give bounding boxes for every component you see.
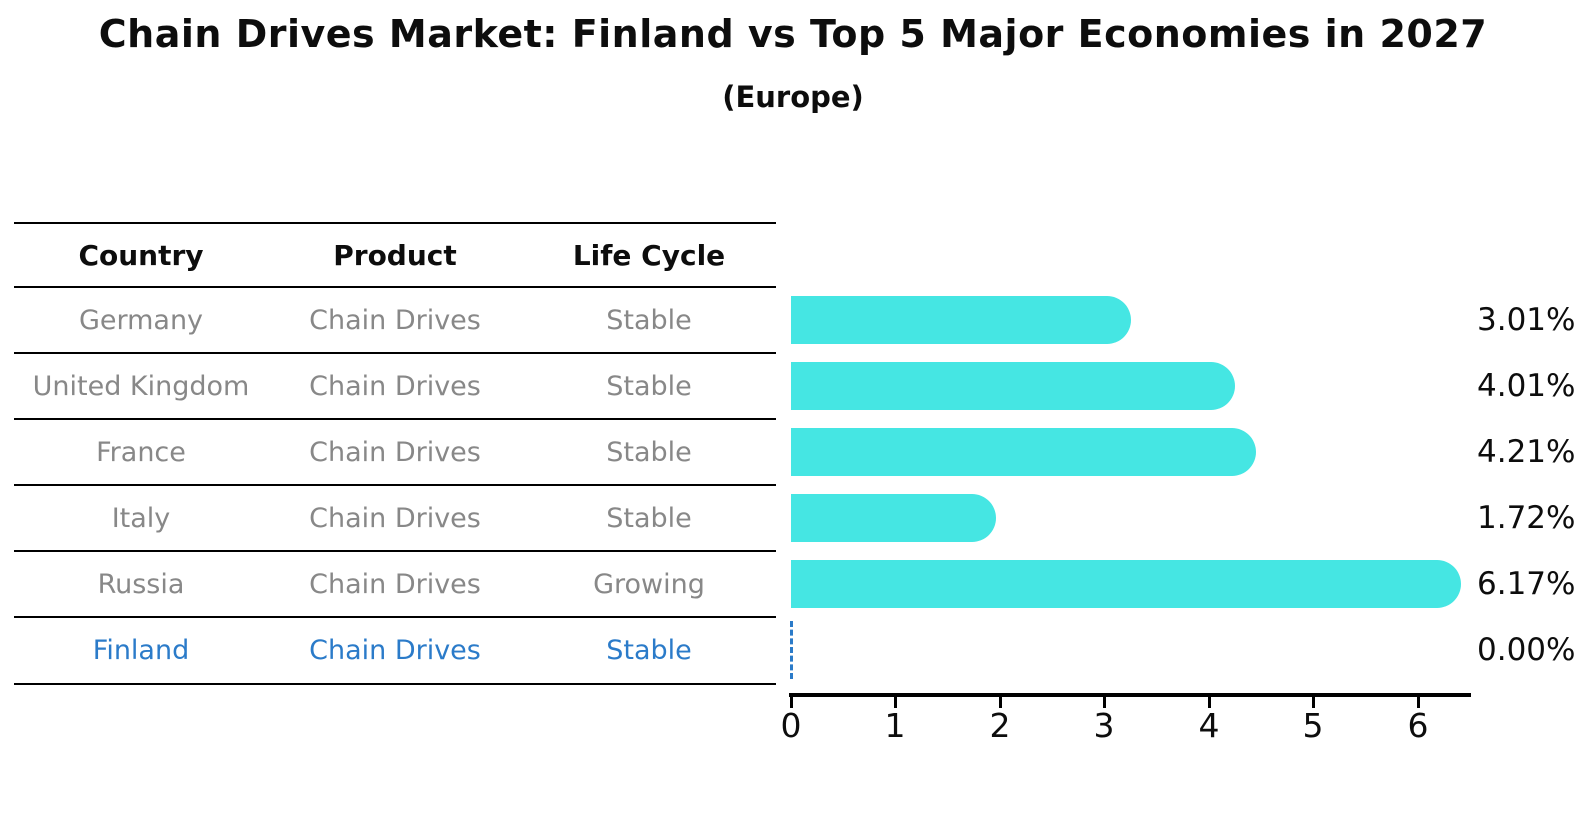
cell-product: Chain Drives bbox=[309, 370, 481, 402]
x-axis-tick bbox=[1416, 697, 1420, 708]
column-header-country: Country bbox=[78, 238, 204, 272]
bar-germany bbox=[791, 296, 1131, 344]
cell-life-cycle: Growing bbox=[593, 568, 705, 600]
cell-country: Germany bbox=[78, 304, 204, 336]
x-axis-tick bbox=[789, 697, 793, 708]
value-label: 3.01% bbox=[1477, 302, 1576, 338]
table-row: Italy Chain Drives Stable bbox=[14, 486, 776, 550]
table-row-separator bbox=[14, 352, 776, 354]
x-axis-tick bbox=[998, 697, 1002, 708]
x-axis-tick-label: 6 bbox=[1407, 706, 1429, 745]
cell-life-cycle: Stable bbox=[606, 370, 692, 402]
table-row: Russia Chain Drives Growing bbox=[14, 552, 776, 616]
bar-united-kingdom bbox=[791, 362, 1236, 410]
cell-life-cycle: Stable bbox=[606, 304, 692, 336]
chart-title: Chain Drives Market: Finland vs Top 5 Ma… bbox=[98, 12, 1488, 56]
cell-country: Finland bbox=[92, 634, 190, 666]
cell-product: Chain Drives bbox=[309, 634, 481, 666]
column-header-product: Product bbox=[333, 238, 457, 272]
table-row-separator bbox=[14, 550, 776, 552]
cell-product: Chain Drives bbox=[309, 436, 481, 468]
table-row-finland-highlight: Finland Chain Drives Stable bbox=[14, 618, 776, 682]
cell-country: Italy bbox=[111, 502, 171, 534]
x-axis-tick bbox=[1207, 697, 1211, 708]
chart-subtitle: (Europe) bbox=[722, 80, 864, 114]
cell-product: Chain Drives bbox=[309, 568, 481, 600]
cell-life-cycle: Stable bbox=[606, 502, 692, 534]
table-border-top bbox=[14, 222, 776, 224]
table-row-separator bbox=[14, 616, 776, 618]
x-axis-tick bbox=[1312, 697, 1315, 708]
bar-france bbox=[791, 428, 1256, 476]
value-label: 4.01% bbox=[1477, 368, 1576, 404]
x-axis-tick bbox=[1103, 697, 1106, 708]
table-header-row: Country Product Life Cycle bbox=[14, 223, 776, 287]
value-label: 4.21% bbox=[1477, 434, 1576, 470]
value-label: 1.72% bbox=[1477, 500, 1576, 536]
table-row: France Chain Drives Stable bbox=[14, 420, 776, 484]
bar-italy bbox=[791, 494, 996, 542]
bar-russia bbox=[791, 560, 1461, 608]
table-header-separator bbox=[14, 286, 776, 288]
table-row: United Kingdom Chain Drives Stable bbox=[14, 354, 776, 418]
value-label: 0.00% bbox=[1477, 632, 1576, 668]
cell-country: United Kingdom bbox=[32, 370, 250, 402]
x-axis-tick-label: 3 bbox=[1093, 706, 1115, 745]
x-axis-tick-label: 0 bbox=[780, 706, 802, 745]
cell-country: France bbox=[96, 436, 186, 468]
cell-life-cycle: Stable bbox=[606, 436, 692, 468]
cell-product: Chain Drives bbox=[309, 304, 481, 336]
table-border-bottom bbox=[14, 683, 776, 685]
table-row-separator bbox=[14, 484, 776, 486]
x-axis-line bbox=[789, 693, 1471, 697]
cell-product: Chain Drives bbox=[309, 502, 481, 534]
cell-life-cycle: Stable bbox=[606, 634, 692, 666]
column-header-life-cycle: Life Cycle bbox=[572, 238, 726, 272]
table-row: Germany Chain Drives Stable bbox=[14, 288, 776, 352]
x-axis-tick-label: 5 bbox=[1302, 706, 1324, 745]
x-axis-tick-label: 2 bbox=[989, 706, 1011, 745]
value-label: 6.17% bbox=[1477, 566, 1576, 602]
cell-country: Russia bbox=[97, 568, 185, 600]
x-axis-tick bbox=[894, 697, 897, 708]
table-row-separator bbox=[14, 418, 776, 420]
finland-zero-value-marker bbox=[790, 621, 793, 679]
x-axis-tick-label: 4 bbox=[1198, 706, 1220, 745]
x-axis-tick-label: 1 bbox=[884, 706, 906, 745]
